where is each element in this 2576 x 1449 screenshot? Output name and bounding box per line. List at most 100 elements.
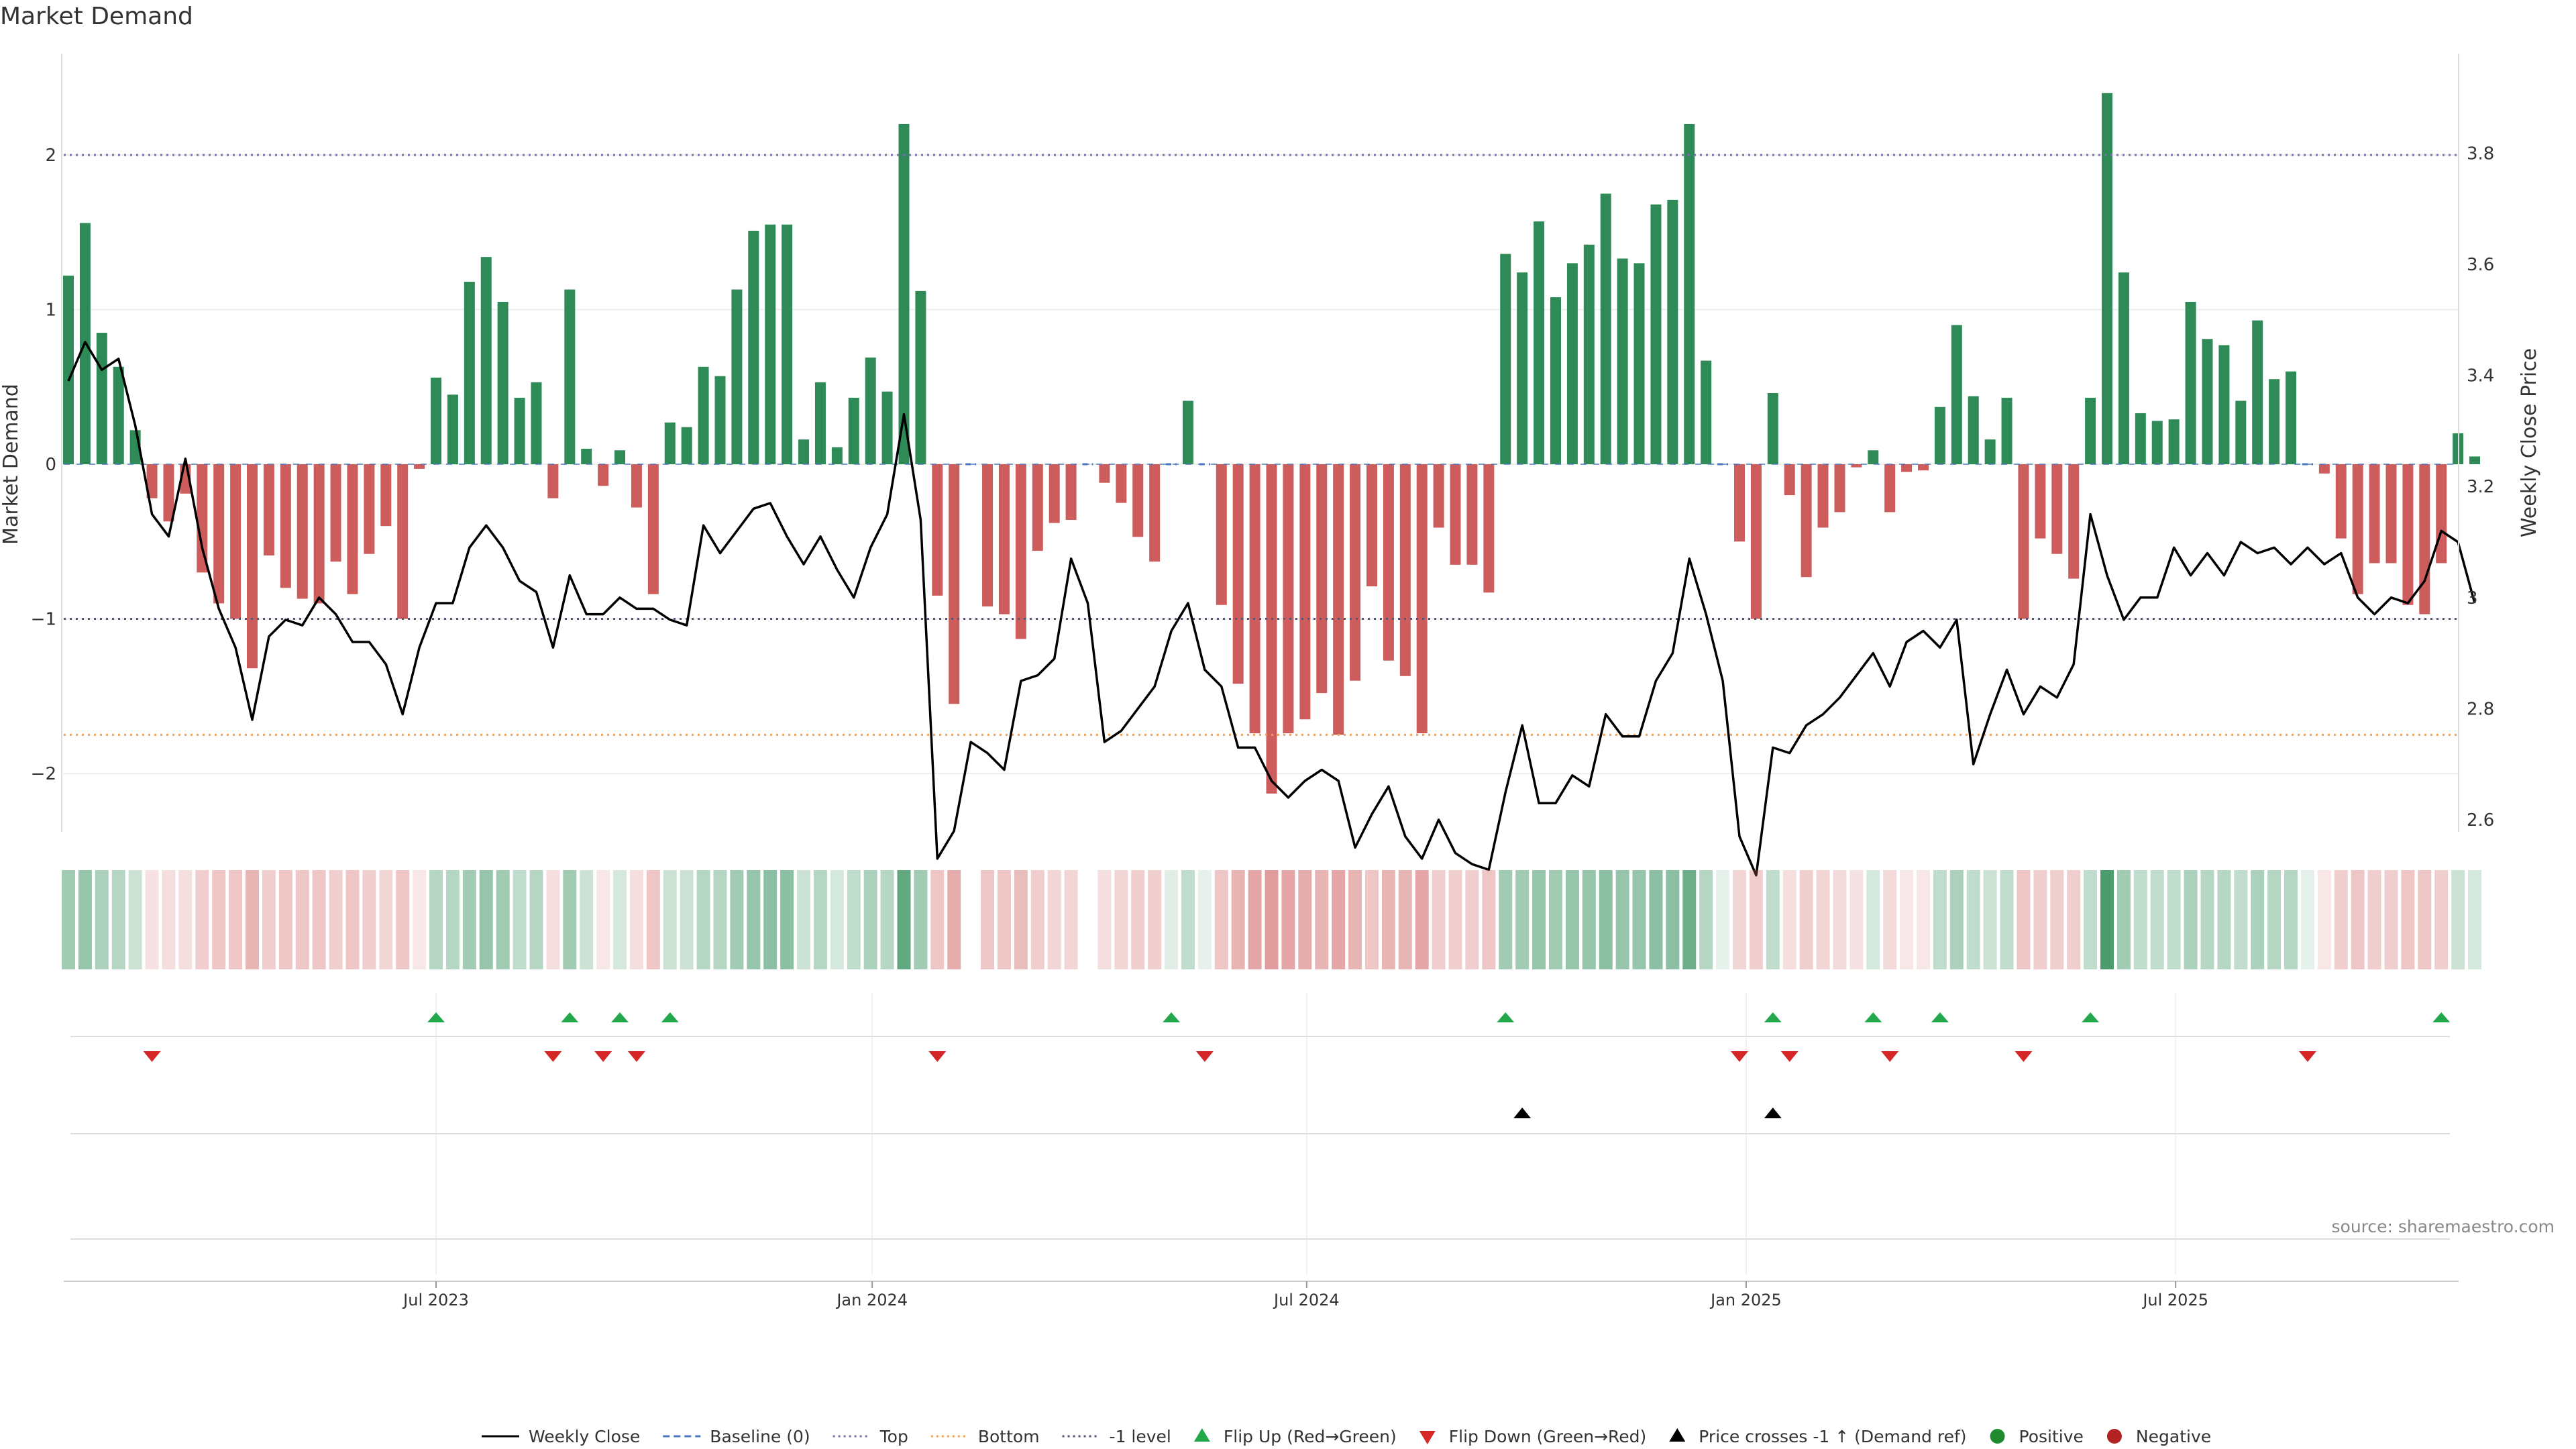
demand-bar [831,447,843,464]
flip-down-marker [2298,1051,2316,1062]
demand-bar [1767,392,1778,464]
demand-bar [2286,371,2297,464]
heat-cell [362,870,376,969]
heat-cell [1632,870,1646,969]
heat-cell [1364,870,1379,969]
heat-cell [329,870,343,969]
demand-bar [782,224,793,464]
demand-bar [431,377,442,464]
demand-bar [1500,254,1511,464]
legend: Weekly Close Baseline (0) Top Bottom -1 leve… [482,1427,2211,1446]
demand-bar [2068,464,2080,579]
heat-cell [2017,870,2031,969]
heat-cell [596,870,610,969]
heat-cell [964,870,978,969]
y2-tick-label: 2.8 [2467,699,2494,719]
legend-label-flip_down: Flip Down (Green→Red) [1449,1427,1647,1446]
heat-cell [646,870,660,969]
heat-cell [1465,870,1479,969]
heat-cell [1716,870,1730,969]
demand-bar [2218,345,2230,464]
heat-cell [613,870,627,969]
demand-bar [848,397,859,464]
heat-cell [880,870,894,969]
demand-bar [197,464,208,573]
flip-markers [70,1012,2451,1062]
heat-cell [345,870,360,969]
flip-up-marker [2432,1012,2451,1022]
heat-cell [830,870,844,969]
heat-cell [2251,870,2265,969]
demand-bar [2051,464,2063,554]
heat-cell [730,870,744,969]
demand-bar [213,464,225,604]
demand-bar [2352,464,2363,594]
demand-bar [1550,297,1561,464]
heat-cell [2217,870,2231,969]
heat-cell [379,870,393,969]
heat-cell [629,870,643,969]
demand-bar [1399,464,1411,676]
y-tick-label: 2 [45,146,56,166]
demand-bar [2436,464,2447,564]
heat-cell [1332,870,1346,969]
demand-bar [1968,396,1979,464]
heat-cell [1348,870,1362,969]
demand-bar [230,464,241,619]
demand-bar [163,464,174,522]
demand-bar [881,391,893,464]
demand-bar [313,464,325,604]
heat-cell [981,870,995,969]
heat-cell [863,870,877,969]
heat-cell [145,870,159,969]
heat-cell [1265,870,1279,969]
demand-bar [2151,421,2163,464]
y-tick-label: 0 [45,455,56,475]
heat-cell [529,870,543,969]
heat-cell [1883,870,1897,969]
legend-label-baseline: Baseline (0) [710,1427,810,1446]
heat-cell [997,870,1011,969]
heat-cell [479,870,493,969]
flip-down-marker [2015,1051,2033,1062]
demand-bar [564,289,576,464]
demand-bar [1701,360,1712,464]
y-tick-label: −2 [31,764,56,784]
demand-bar [1834,464,1845,513]
heat-cell [2150,870,2164,969]
heat-cell [1197,870,1212,969]
flip-up-marker [1864,1012,1882,1022]
demand-bar [2252,320,2263,464]
heat-cell [1849,870,1864,969]
demand-bar [2235,400,2247,464]
demand-bar [1065,464,1077,520]
heat-cell [1548,870,1562,969]
heat-cell [1983,870,1997,969]
demand-bar [1249,464,1260,734]
demand-bar [297,464,308,599]
heat-cell [1131,870,1145,969]
heat-cell [1917,870,1931,969]
heat-cell [178,870,193,969]
demand-bar [1149,464,1161,562]
flip-down-marker [1731,1051,1748,1062]
demand-bar [2335,464,2347,539]
flip-down-marker [1195,1051,1214,1062]
weekly-close-polyline [67,341,2476,877]
demand-bar [113,366,124,464]
legend-label-positive: Positive [2019,1427,2084,1446]
heat-cell [229,870,243,969]
demand-bar [380,464,392,527]
demand-bar [1182,400,1193,464]
flip-up-marker [2082,1012,2100,1022]
demand-bar [2369,464,2380,564]
demand-bar [96,333,107,464]
weekly-close-line [67,341,2476,877]
heat-cell [2434,870,2449,969]
demand-bar [765,224,776,464]
flip-up-marker [611,1012,629,1022]
heat-cell [1816,870,1830,969]
demand-bar [714,376,726,464]
heat-cell [580,870,594,969]
demand-bar [1951,325,1962,464]
